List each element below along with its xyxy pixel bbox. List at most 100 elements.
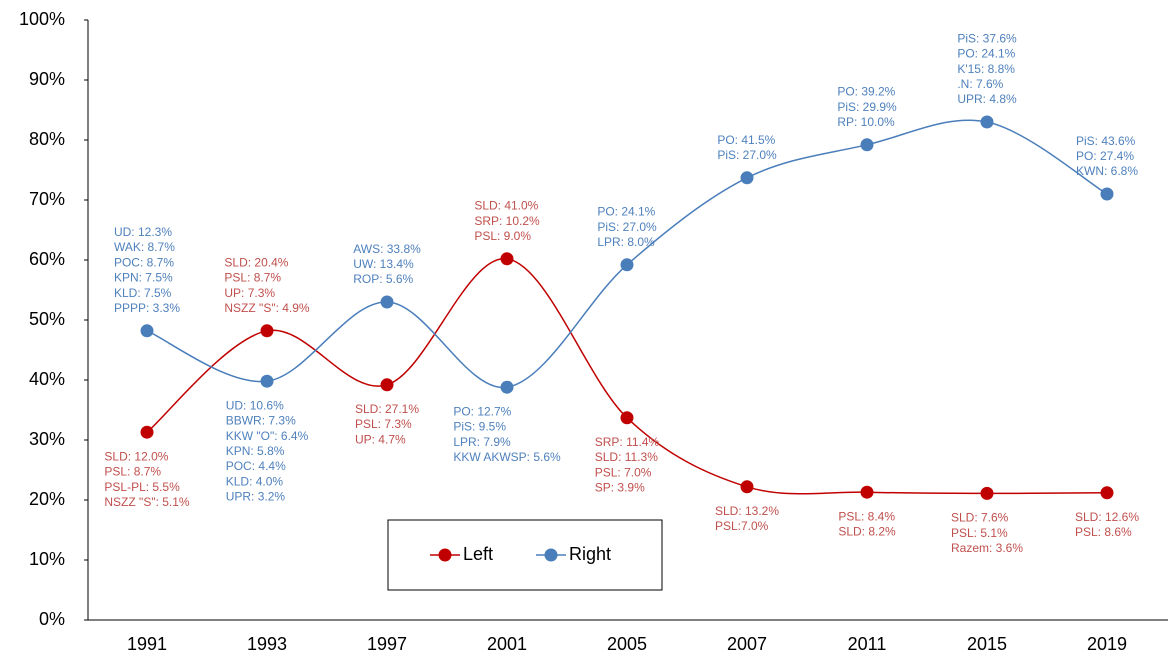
annotation: KKW AKWSP: 5.6%	[453, 450, 561, 464]
y-tick-label: 100%	[19, 9, 65, 29]
data-point	[740, 480, 754, 494]
data-point	[380, 295, 394, 309]
annotation: SP: 3.9%	[595, 481, 645, 495]
legend-marker	[544, 548, 558, 562]
annotation: PiS: 37.6%	[957, 31, 1017, 45]
x-tick-label: 2001	[487, 634, 527, 654]
annotation: SLD: 20.4%	[224, 255, 288, 269]
annotation: UPR: 4.8%	[957, 92, 1017, 106]
annotation: SRP: 11.4%	[595, 435, 660, 449]
y-tick-label: 10%	[29, 549, 65, 569]
annotation: PiS: 29.9%	[837, 100, 897, 114]
data-point	[620, 411, 634, 425]
annotation: PPPP: 3.3%	[114, 301, 180, 315]
annotation: PSL: 7.3%	[355, 417, 412, 431]
annotation: NSZZ "S": 4.9%	[224, 301, 310, 315]
annotation: UD: 12.3%	[114, 225, 172, 239]
x-tick-label: 2007	[727, 634, 767, 654]
data-point	[620, 258, 634, 272]
annotation: WAK: 8.7%	[114, 240, 175, 254]
annotation: POC: 4.4%	[226, 459, 286, 473]
annotation: PSL: 8.4%	[838, 509, 895, 523]
y-tick-label: 40%	[29, 369, 65, 389]
annotation: PO: 39.2%	[837, 85, 895, 99]
legend-marker	[438, 548, 452, 562]
x-tick-label: 1993	[247, 634, 287, 654]
annotation: KLD: 4.0%	[226, 474, 284, 488]
annotation: UP: 4.7%	[355, 432, 406, 446]
x-tick-label: 2019	[1087, 634, 1127, 654]
annotation: NSZZ "S": 5.1%	[104, 495, 190, 509]
annotation: KPN: 5.8%	[226, 444, 285, 458]
annotation: UPR: 3.2%	[226, 490, 286, 504]
x-tick-label: 2005	[607, 634, 647, 654]
annotation: LPR: 8.0%	[597, 235, 655, 249]
annotation: PiS: 27.0%	[717, 148, 777, 162]
annotation: SLD: 12.0%	[104, 449, 168, 463]
data-point	[260, 374, 274, 388]
data-point	[860, 485, 874, 499]
legend-label: Left	[463, 544, 493, 564]
annotation: PSL: 9.0%	[474, 229, 531, 243]
annotation: SLD: 13.2%	[715, 504, 779, 518]
annotation: SLD: 7.6%	[951, 511, 1009, 525]
data-point	[260, 324, 274, 338]
y-tick-label: 90%	[29, 69, 65, 89]
data-point	[860, 138, 874, 152]
annotation: PiS: 9.5%	[453, 420, 506, 434]
annotation: LPR: 7.9%	[453, 435, 511, 449]
series-line	[146, 258, 1108, 495]
annotation: PO: 27.4%	[1076, 149, 1134, 163]
annotation: PSL:7.0%	[715, 519, 769, 533]
data-point	[140, 425, 154, 439]
y-tick-label: 70%	[29, 189, 65, 209]
x-tick-label: 1991	[127, 634, 167, 654]
annotation: POC: 8.7%	[114, 255, 174, 269]
legend-box	[387, 519, 663, 591]
y-tick-label: 60%	[29, 249, 65, 269]
annotation: KWN: 6.8%	[1076, 164, 1138, 178]
annotation: SLD: 41.0%	[474, 199, 538, 213]
annotation: PSL: 8.6%	[1075, 525, 1132, 539]
data-point	[500, 380, 514, 394]
annotation: PSL: 8.7%	[224, 271, 281, 285]
x-tick-label: 2015	[967, 634, 1007, 654]
data-point	[140, 324, 154, 338]
series-line	[146, 119, 1108, 388]
data-point	[980, 486, 994, 500]
x-tick-label: 1997	[367, 634, 407, 654]
annotation: SLD: 8.2%	[838, 525, 896, 539]
annotation: Razem: 3.6%	[951, 541, 1023, 555]
annotation: AWS: 33.8%	[353, 242, 421, 256]
y-tick-label: 30%	[29, 429, 65, 449]
annotation: KKW "O": 6.4%	[226, 429, 309, 443]
y-tick-label: 50%	[29, 309, 65, 329]
annotation: KPN: 7.5%	[114, 271, 173, 285]
annotation: PO: 41.5%	[717, 133, 775, 147]
annotation: KLD: 7.5%	[114, 286, 172, 300]
x-tick-label: 2011	[848, 634, 887, 654]
annotation: PSL: 7.0%	[595, 465, 652, 479]
annotation: .N: 7.6%	[957, 77, 1003, 91]
annotation: PSL: 5.1%	[951, 526, 1008, 540]
annotation: UW: 13.4%	[353, 257, 414, 271]
annotation: SLD: 11.3%	[595, 450, 658, 464]
data-point	[740, 171, 754, 185]
data-point	[500, 252, 514, 266]
annotation: SLD: 12.6%	[1075, 510, 1139, 524]
y-tick-label: 80%	[29, 129, 65, 149]
annotation: UD: 10.6%	[226, 398, 284, 412]
annotation: PiS: 27.0%	[597, 220, 657, 234]
annotation: UP: 7.3%	[224, 286, 275, 300]
annotation: ROP: 5.6%	[353, 272, 413, 286]
y-tick-label: 0%	[39, 609, 65, 629]
annotation: PSL-PL: 5.5%	[104, 480, 180, 494]
legend-label: Right	[569, 544, 611, 564]
data-point	[980, 115, 994, 129]
annotation: PO: 12.7%	[453, 404, 511, 418]
annotation: SRP: 10.2%	[474, 214, 540, 228]
annotation: SLD: 27.1%	[355, 402, 419, 416]
annotation: PO: 24.1%	[957, 47, 1015, 61]
y-tick-label: 20%	[29, 489, 65, 509]
